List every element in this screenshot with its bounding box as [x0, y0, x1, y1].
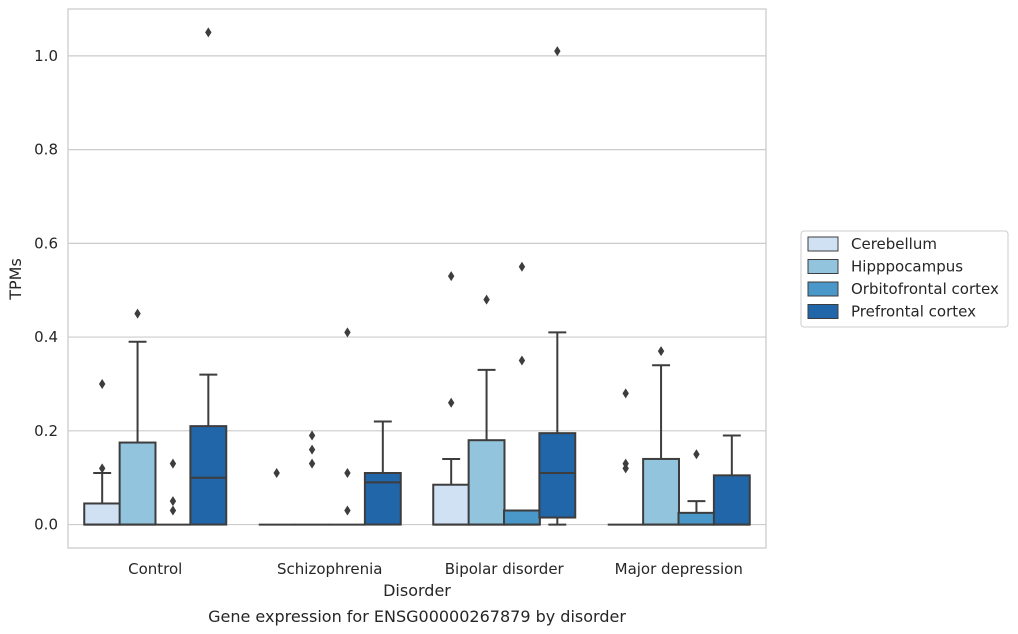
outlier-point [134, 308, 141, 319]
legend-item: Orbitofrontal cortex [807, 280, 999, 298]
legend-label: Prefrontal cortex [851, 303, 976, 321]
outlier-point [344, 468, 351, 479]
legend-item: Hipppocampus [807, 258, 963, 276]
plot-area-frame [67, 8, 767, 549]
box-1-3 [642, 346, 680, 526]
y-tick-label: 0.6 [34, 234, 58, 252]
box-1-2 [467, 294, 506, 526]
x-tick-label: Bipolar disorder [445, 560, 565, 578]
outlier-point [657, 346, 665, 357]
outlier-point [273, 468, 280, 479]
x-tick-label: Schizophrenia [277, 560, 382, 578]
box-1-1 [294, 430, 330, 526]
box-1-0 [118, 308, 157, 526]
outlier-point [169, 458, 177, 469]
outlier-point [483, 294, 490, 305]
y-tick-label: 0.0 [34, 516, 58, 534]
legend-frame [800, 230, 1009, 328]
outlier-point [518, 355, 526, 366]
y-tick-label: 1.0 [34, 47, 58, 65]
y-tick-label: 0.4 [34, 328, 58, 346]
outlier-point [98, 463, 106, 474]
box-body [432, 483, 471, 526]
x-tick-label: Major depression [615, 560, 743, 578]
box-0-0 [83, 378, 122, 526]
outlier-point [169, 496, 177, 507]
legend-swatch [807, 236, 839, 252]
box-body [118, 441, 157, 526]
box-body [642, 457, 680, 526]
chart-caption: Gene expression for ENSG00000267879 by d… [208, 607, 626, 626]
box-0-1 [258, 468, 295, 526]
box-body [503, 509, 541, 526]
box-body [363, 472, 402, 526]
box-series [83, 27, 751, 526]
legend-swatch [807, 281, 839, 297]
outlier-point [344, 327, 351, 338]
box-2-0 [155, 458, 191, 526]
box-body [189, 425, 228, 526]
outlier-point [447, 271, 455, 282]
legend-item: Cerebellum [807, 235, 937, 253]
legend-label: Orbitofrontal cortex [851, 280, 999, 298]
box-body [677, 511, 716, 526]
outlier-point [693, 449, 700, 460]
outlier-point [169, 505, 177, 516]
box-0-2 [432, 271, 471, 526]
legend: Cerebellum Hipppocampus Orbitofrontal cort… [800, 230, 1009, 328]
box-2-1 [329, 327, 366, 526]
outlier-point [98, 378, 106, 389]
outlier-point [622, 388, 629, 399]
outlier-point [447, 397, 455, 408]
box-0-3 [607, 388, 644, 526]
x-axis-title: Disorder [383, 581, 451, 600]
box-body [712, 474, 751, 526]
box-body [467, 439, 506, 526]
y-tick-label: 0.8 [34, 141, 58, 159]
x-tick-label: Control [128, 560, 182, 578]
outlier-point [518, 261, 526, 272]
x-axis-ticks: Control Schizophrenia Bipolar disorder Majo… [128, 560, 743, 578]
box-2-2 [503, 261, 541, 526]
box-3-2 [538, 46, 577, 526]
box-body [83, 502, 122, 526]
box-2-3 [677, 449, 716, 526]
y-axis-ticks: 0.0 0.2 0.4 0.6 0.8 1.0 [34, 47, 58, 534]
outlier-point [308, 430, 316, 441]
legend-swatch [807, 259, 839, 274]
legend-item: Prefrontal cortex [807, 303, 976, 321]
outlier-point [205, 27, 212, 38]
legend-label: Hipppocampus [851, 258, 963, 276]
box-body [538, 432, 577, 519]
box-3-0 [189, 27, 228, 526]
legend-swatch [807, 304, 839, 319]
box-3-1 [363, 420, 402, 526]
outlier-point [622, 458, 629, 469]
y-axis-title: TPMs [6, 258, 25, 301]
outlier-point [554, 46, 561, 57]
box-3-3 [712, 434, 751, 526]
outlier-point [344, 505, 351, 516]
outlier-point [308, 444, 316, 455]
legend-label: Cerebellum [851, 235, 937, 253]
y-tick-label: 0.2 [34, 422, 58, 440]
outlier-point [308, 458, 316, 469]
